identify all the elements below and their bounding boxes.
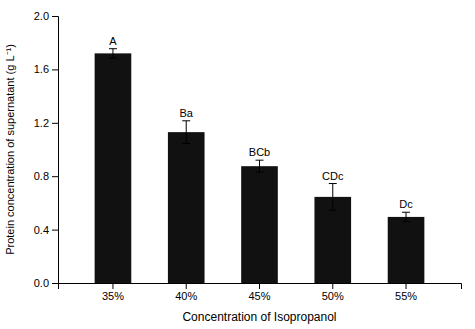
- error-bar-stem: [406, 212, 407, 221]
- plot: A Ba BCb CDc Dc 35% 40% 45% 50% 55% 0.0 0.4 0.8 1.2 1.…: [34, 10, 462, 302]
- y-tick-mark: [52, 176, 58, 177]
- error-bar-stem: [259, 160, 260, 172]
- x-tick: 45%: [248, 283, 270, 302]
- error-bar-stem: [186, 121, 187, 144]
- chart-svg: A Ba BCb CDc Dc 35% 40% 45% 50% 55% 0.0 0.4 0.8 1.2 1.…: [0, 0, 475, 329]
- x-tick-label: 55%: [395, 290, 417, 302]
- error-bar-cap: [256, 172, 264, 173]
- y-tick: 1.2: [34, 117, 58, 129]
- error-bar: [402, 212, 410, 221]
- y-tick-label: 1.2: [34, 117, 49, 129]
- x-tick-mark: [332, 283, 333, 289]
- y-tick: 0.4: [34, 224, 58, 236]
- error-bar: [182, 121, 190, 144]
- x-tick: 35%: [102, 283, 124, 302]
- annotation: Dc: [399, 198, 413, 210]
- error-bar-stem: [332, 184, 333, 211]
- annotation: Ba: [179, 107, 193, 119]
- error-bar-cap: [109, 58, 117, 59]
- annotations: A Ba BCb CDc Dc: [109, 35, 413, 211]
- x-tick-label: 50%: [322, 290, 344, 302]
- error-bar-cap: [402, 212, 410, 213]
- y-axis-title: Protein concentration of supernatant (g …: [4, 44, 16, 255]
- error-bar-stem: [112, 49, 113, 58]
- error-bar: [109, 49, 117, 58]
- chart-container: A Ba BCb CDc Dc 35% 40% 45% 50% 55% 0.0 0.4 0.8 1.2 1.…: [0, 0, 475, 329]
- y-tick-mark: [52, 69, 58, 70]
- bar: [95, 53, 132, 283]
- error-bar-cap: [402, 221, 410, 222]
- bar: [168, 132, 205, 283]
- error-bar: [329, 184, 337, 211]
- x-tick-mark: [406, 283, 407, 289]
- annotation: A: [109, 35, 117, 47]
- y-tick: 2.0: [34, 10, 58, 22]
- x-tick: 40%: [175, 283, 197, 302]
- x-tick-mark: [112, 283, 113, 289]
- annotation: CDc: [322, 170, 344, 182]
- axis-line: [59, 284, 462, 290]
- y-tick-mark: [52, 283, 58, 284]
- x-tick-mark: [259, 283, 260, 289]
- error-bar-cap: [329, 210, 337, 211]
- y-tick-mark: [52, 230, 58, 231]
- error-bar-cap: [256, 160, 264, 161]
- y-tick-mark: [52, 16, 58, 17]
- bar: [241, 166, 278, 283]
- error-bar-cap: [182, 120, 190, 121]
- error-bar: [256, 160, 264, 172]
- bar: [388, 217, 425, 283]
- error-bar-cap: [109, 48, 117, 49]
- y-axis: 0.0 0.4 0.8 1.2 1.6 2.0: [34, 10, 59, 289]
- x-tick-label: 40%: [175, 290, 197, 302]
- x-tick-label: 45%: [248, 290, 270, 302]
- y-tick-label: 1.6: [34, 63, 49, 75]
- x-tick: 50%: [322, 283, 344, 302]
- x-axis: 35% 40% 45% 50% 55%: [59, 283, 462, 302]
- x-axis-title: Concentration of Isopropanol: [182, 310, 336, 324]
- y-tick-label: 0.0: [34, 277, 49, 289]
- marks: [95, 49, 425, 283]
- y-tick-mark: [52, 123, 58, 124]
- bar: [314, 197, 351, 283]
- x-tick: 55%: [395, 283, 417, 302]
- y-tick: 0.0: [34, 277, 58, 289]
- y-tick-label: 0.4: [34, 224, 49, 236]
- error-bar-cap: [329, 183, 337, 184]
- error-bar-cap: [182, 143, 190, 144]
- x-tick-mark: [186, 283, 187, 289]
- axis-line: [52, 17, 59, 284]
- y-tick-label: 0.8: [34, 170, 49, 182]
- y-tick: 0.8: [34, 170, 58, 182]
- x-tick-label: 35%: [102, 290, 124, 302]
- y-tick: 1.6: [34, 63, 58, 75]
- y-tick-label: 2.0: [34, 10, 49, 22]
- annotation: BCb: [249, 146, 270, 158]
